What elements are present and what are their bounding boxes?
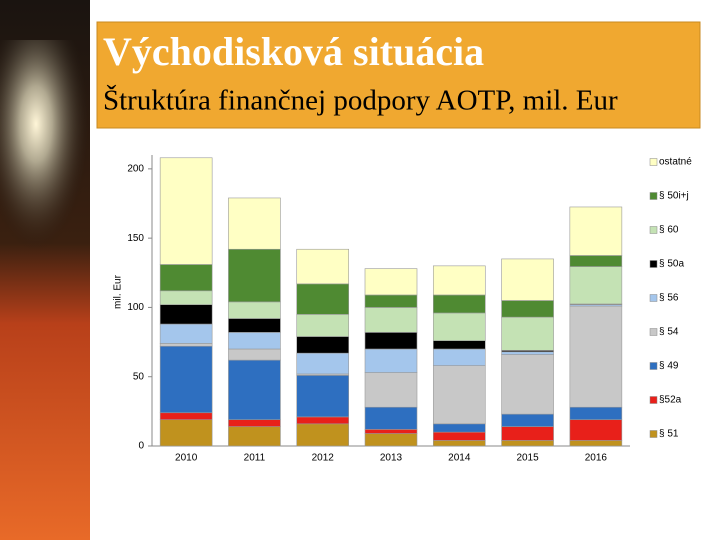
side-image (0, 40, 90, 250)
bar-segment (569, 419, 623, 441)
bar-segment (364, 348, 418, 373)
legend-swatch (649, 260, 658, 268)
x-tick-label: 2012 (312, 453, 335, 464)
bar-segment (159, 345, 213, 414)
bar-segment (432, 340, 486, 350)
legend-label: § 60 (659, 225, 679, 236)
bar-segment (364, 307, 418, 333)
bar-segment (159, 412, 213, 420)
bar-segment (432, 365, 486, 425)
bar-segment (432, 265, 486, 296)
legend-swatch (649, 430, 658, 438)
bar-segment (364, 433, 418, 447)
bar-segment (501, 426, 554, 441)
bar-segment (432, 312, 486, 341)
legend-swatch (649, 396, 658, 404)
bar-segment (296, 375, 350, 418)
bar-segment (296, 336, 350, 354)
bar-segment (296, 416, 350, 425)
bar-segment (501, 413, 554, 427)
x-tick-label: 2013 (380, 453, 403, 464)
bar-segment (228, 419, 281, 427)
legend-label: § 54 (659, 327, 679, 338)
bar-segment (228, 197, 281, 250)
bar-segment (159, 157, 213, 265)
y-tick-label: 200 (127, 163, 144, 174)
legend-label: § 49 (659, 361, 679, 372)
legend-label: § 50i+j (659, 191, 689, 202)
bar-segment (501, 351, 554, 355)
y-tick-label: 150 (127, 233, 144, 244)
x-tick-label: 2015 (516, 453, 539, 464)
legend-label: ostatné (659, 157, 692, 168)
bar-segment (296, 352, 350, 375)
bar-segment (159, 304, 213, 325)
bar-segment (501, 316, 554, 351)
bar-segment (432, 423, 486, 433)
y-axis-label: mil. Eur (113, 274, 124, 309)
x-tick-label: 2011 (244, 453, 266, 464)
x-tick-label: 2016 (585, 453, 608, 464)
bar-segment (569, 440, 623, 447)
bar-segment (159, 419, 213, 447)
bar-segment (364, 406, 418, 430)
bar-segment (228, 348, 281, 361)
bar-segment (364, 268, 418, 296)
legend-swatch (649, 192, 658, 200)
bar-segment (501, 258, 554, 301)
legend-swatch (649, 226, 658, 234)
bar-segment (501, 354, 554, 415)
bar-segment (569, 406, 623, 420)
bar-segment (364, 372, 418, 408)
legend-swatch (649, 362, 658, 370)
bar-segment (228, 426, 281, 447)
bar-segment (159, 323, 213, 344)
bar-segment (501, 300, 554, 318)
bar-segment (228, 248, 281, 303)
bar-segment (228, 301, 281, 319)
bar-segment (364, 429, 418, 434)
bar-segment (228, 318, 281, 333)
bar-segment (569, 206, 623, 256)
bar-segment (432, 294, 486, 314)
legend-swatch (649, 328, 658, 336)
bar-segment (159, 290, 213, 305)
bar-segment (159, 264, 213, 292)
y-tick-label: 100 (127, 302, 144, 313)
x-tick-label: 2014 (448, 453, 471, 464)
legend-label: § 50a (659, 259, 684, 270)
bar-segment (228, 332, 281, 350)
bar-segment (296, 248, 350, 285)
bar-segment (159, 343, 213, 347)
legend-label: § 56 (659, 293, 679, 304)
bar-segment (569, 266, 623, 305)
y-tick-label: 0 (138, 441, 144, 452)
bar-segment (364, 294, 418, 308)
subtitle: Štruktúra finančnej podpory AOTP, mil. E… (103, 84, 618, 117)
bar-segment (296, 283, 350, 315)
y-tick-label: 50 (133, 371, 145, 382)
x-tick-label: 2010 (175, 453, 198, 464)
bar-segment (569, 255, 623, 267)
bar-segment (228, 359, 281, 420)
bar-segment (364, 332, 418, 350)
title-box (96, 21, 701, 129)
bar-segment (296, 423, 350, 447)
title: Východisková situácia (103, 29, 484, 74)
legend-swatch (649, 158, 658, 166)
legend-swatch (649, 294, 658, 302)
legend-label: § 51 (659, 429, 679, 440)
bar-segment (569, 305, 623, 408)
bar-segment (432, 348, 486, 366)
bar-segment (296, 314, 350, 337)
bar-segment (432, 440, 486, 447)
bar-segment (501, 440, 554, 447)
bar-segment (432, 431, 486, 441)
legend-label: §52a (659, 395, 682, 406)
